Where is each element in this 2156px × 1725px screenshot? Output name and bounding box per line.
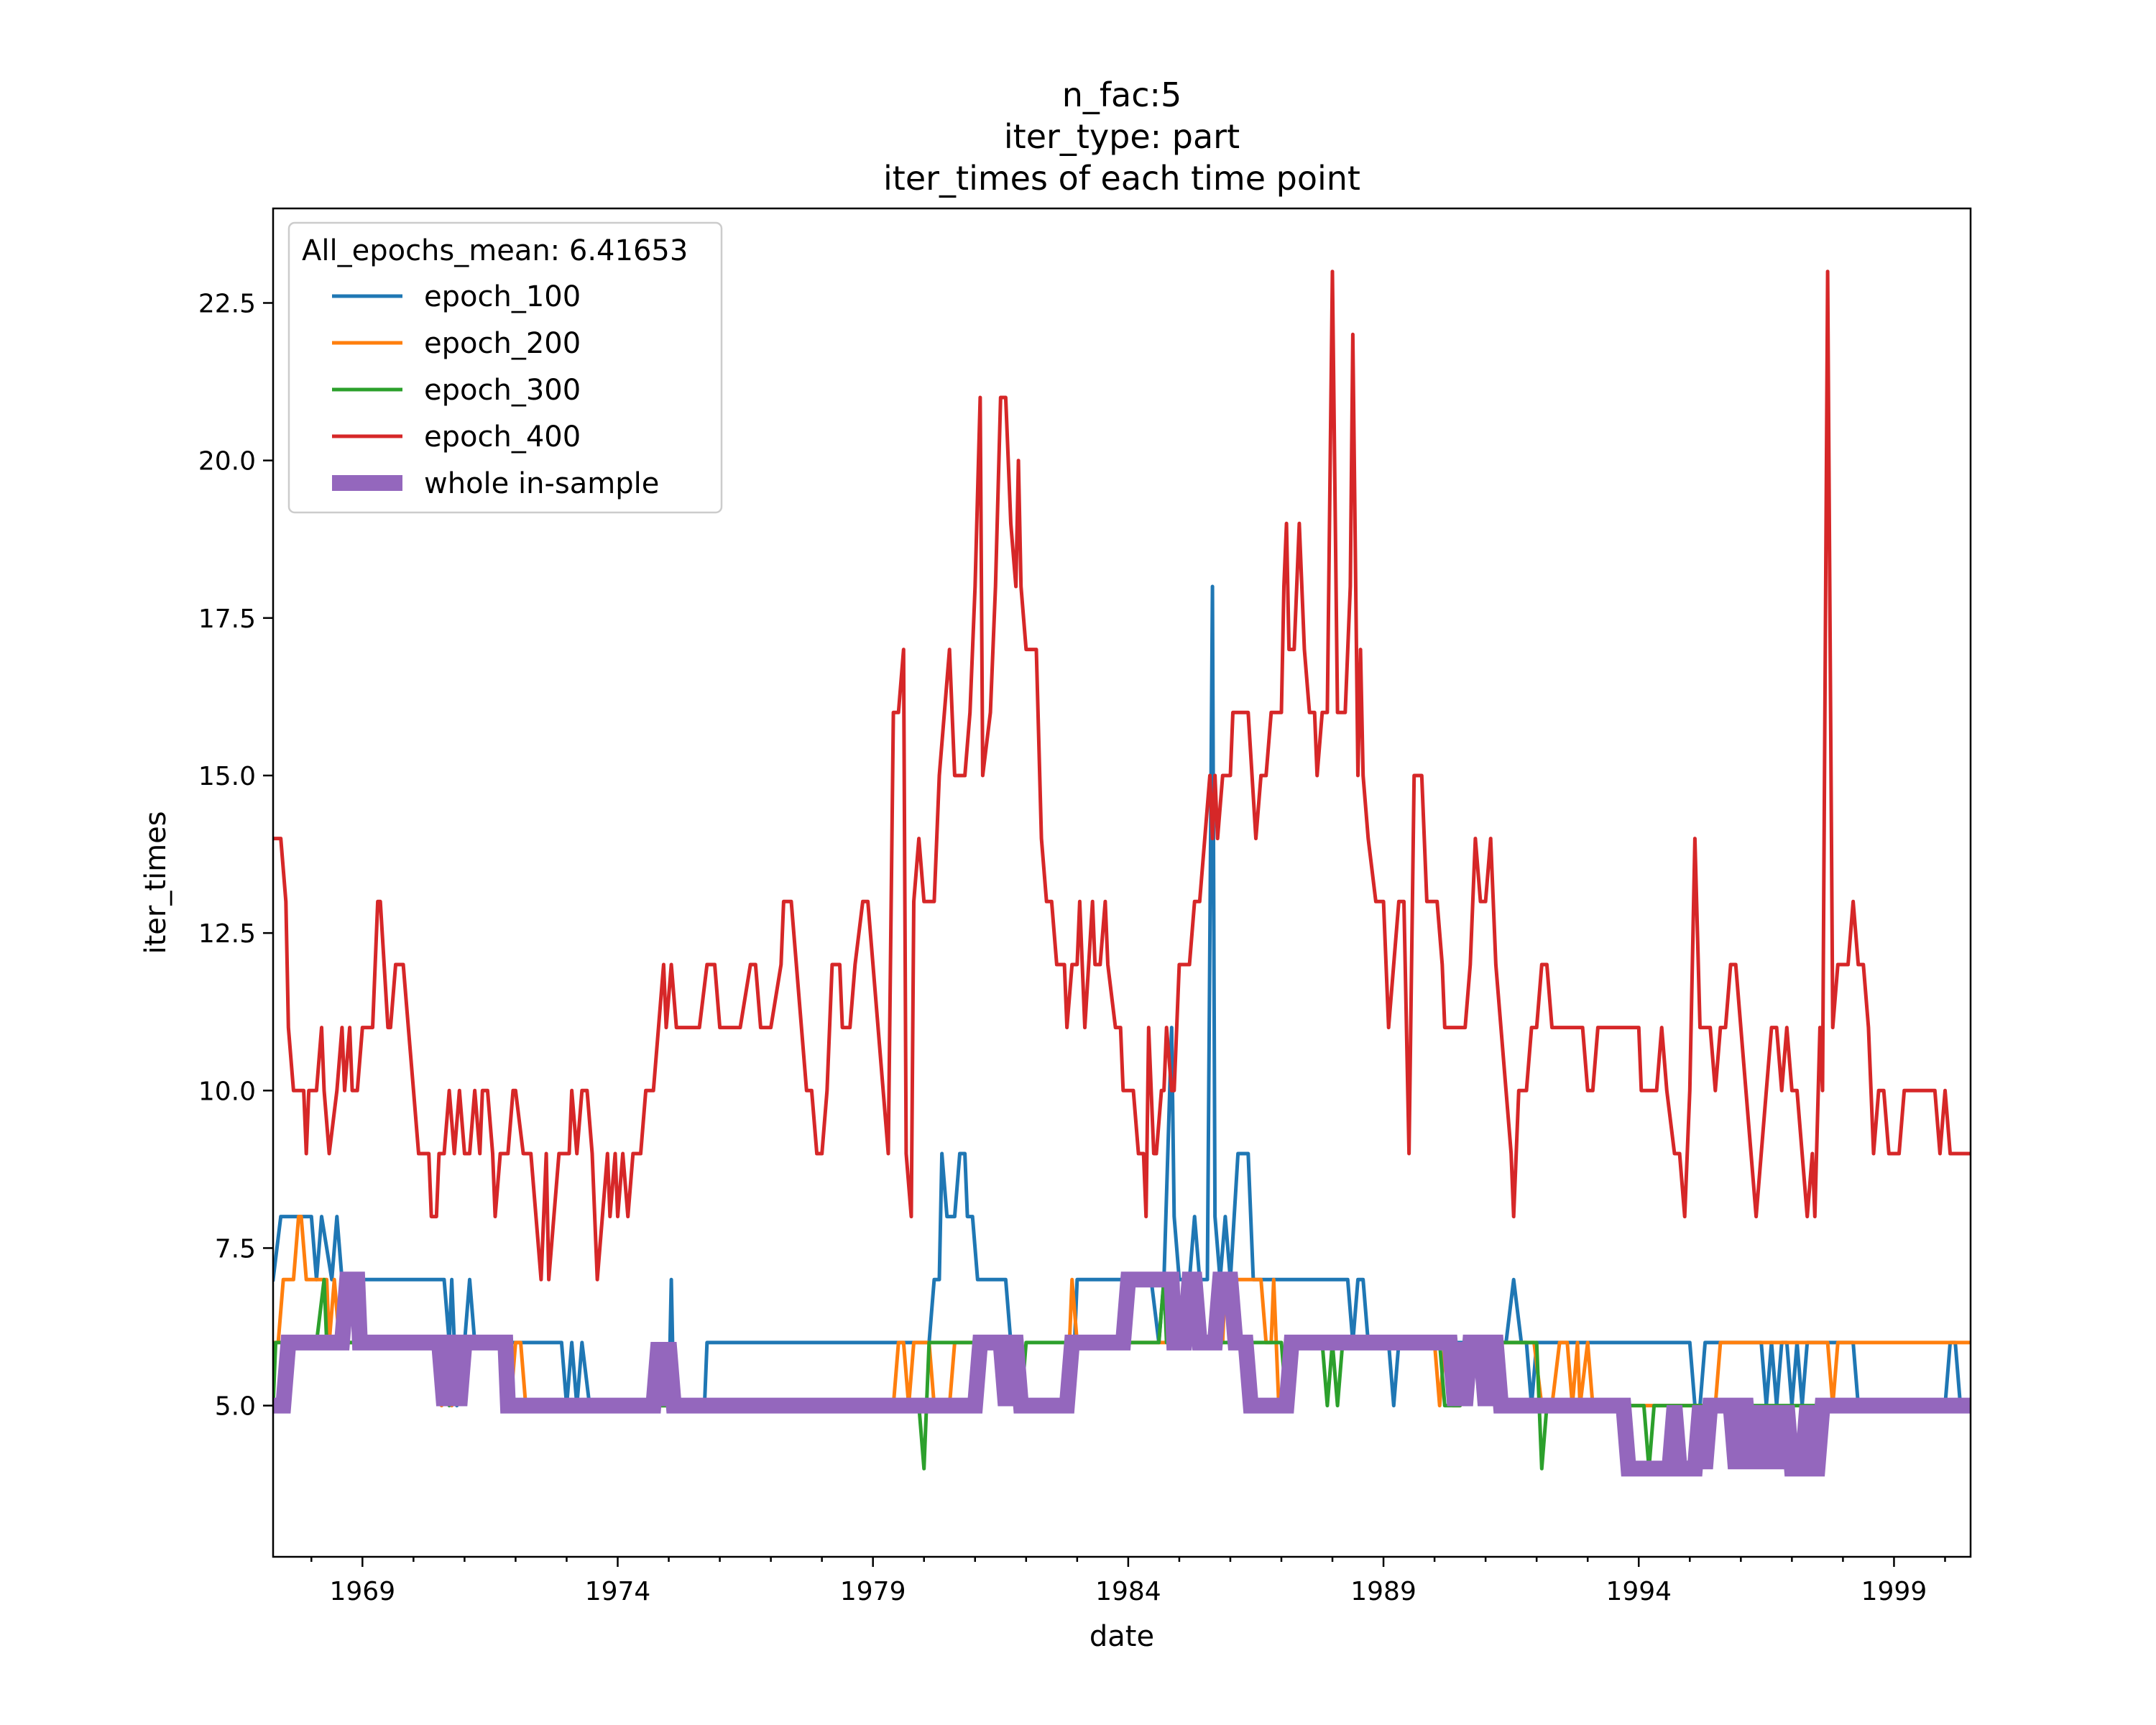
x-tick-label: 1984	[1095, 1577, 1161, 1606]
legend-label: epoch_400	[424, 420, 581, 454]
x-axis: 1969 1974 1979 1984 1989 1994 1999	[310, 1557, 1946, 1606]
legend-label: epoch_200	[424, 327, 581, 360]
y-tick-label: 7.5	[215, 1234, 256, 1264]
y-tick-label: 5.0	[215, 1392, 256, 1422]
y-axis: 5.0 7.5 10.0 12.5 15.0 17.5 20.0 22.5	[198, 289, 273, 1422]
legend: All_epochs_mean: 6.41653 epoch_100 epoch_…	[287, 221, 723, 514]
y-tick-label: 10.0	[198, 1077, 256, 1106]
y-tick-label: 22.5	[198, 289, 256, 318]
y-tick-label: 17.5	[198, 604, 256, 634]
legend-title: All_epochs_mean: 6.41653	[302, 234, 688, 267]
chart-title-line-2: iter_type: part	[1004, 117, 1240, 156]
x-tick-label: 1969	[330, 1577, 396, 1606]
legend-label: whole in-sample	[424, 467, 659, 500]
series-layer	[273, 270, 1971, 1477]
legend-label: epoch_100	[424, 280, 581, 313]
x-tick-label: 1989	[1350, 1577, 1416, 1606]
series-line-epoch-400	[273, 270, 1971, 1282]
plot-frame	[272, 207, 1972, 1558]
series-line-whole-in-sample	[273, 1271, 1971, 1477]
legend-label: epoch_300	[424, 374, 581, 407]
x-tick-label: 1994	[1606, 1577, 1672, 1606]
x-axis-label: date	[1089, 1620, 1154, 1653]
x-tick-label: 1974	[585, 1577, 651, 1606]
y-tick-label: 20.0	[198, 447, 256, 477]
x-tick-label: 1979	[840, 1577, 906, 1606]
chart-title-line-3: iter_times of each time point	[883, 159, 1360, 198]
y-axis-label: iter_times	[139, 811, 172, 954]
y-tick-label: 12.5	[198, 919, 256, 949]
y-tick-label: 15.0	[198, 762, 256, 791]
x-tick-label: 1999	[1861, 1577, 1927, 1606]
chart-title: n_fac:5 iter_type: part iter_times of ea…	[883, 75, 1360, 198]
chart-title-line-1: n_fac:5	[1062, 75, 1182, 114]
